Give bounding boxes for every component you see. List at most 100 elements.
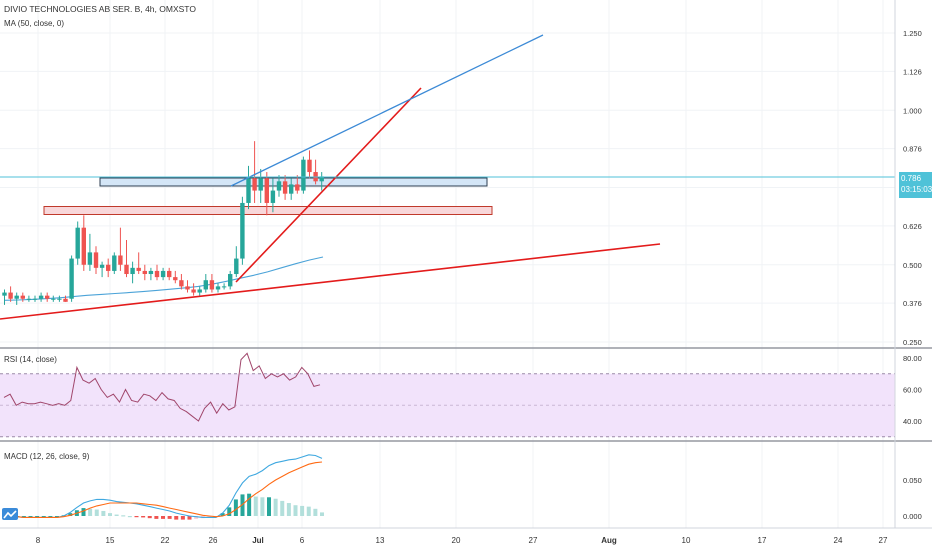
candle-body — [258, 178, 263, 191]
candle-body — [246, 178, 251, 203]
bull-candle — [276, 175, 282, 197]
candle-body — [191, 289, 196, 293]
candle-body — [276, 181, 282, 191]
bear-candle — [209, 274, 215, 293]
candle-body — [14, 295, 19, 299]
bull-candle — [69, 255, 74, 302]
time-tick-label: Aug — [601, 536, 617, 545]
macd-tick-label: 0.000 — [903, 512, 922, 521]
bear-candle — [167, 267, 172, 281]
time-tick-label: 20 — [452, 536, 461, 545]
candle-body — [221, 286, 227, 288]
bull-candle — [51, 295, 56, 302]
macd-histogram-bar — [41, 516, 46, 518]
time-tick-label: 24 — [834, 536, 843, 545]
macd-histogram-bar — [220, 513, 225, 516]
bear-candle — [8, 286, 13, 302]
support-zone — [43, 206, 493, 215]
price-pane[interactable] — [0, 34, 895, 320]
candle-body — [93, 252, 99, 268]
resistance-trendline — [230, 34, 544, 187]
bear-candle — [191, 283, 196, 296]
candle-body — [203, 280, 208, 290]
candle-body — [240, 202, 245, 259]
macd-histogram-bar — [300, 505, 305, 516]
bear-candle — [136, 252, 141, 275]
candle-body — [173, 277, 178, 281]
bear-candle — [63, 295, 68, 302]
bear-candle — [118, 227, 123, 271]
candle-body — [319, 176, 324, 182]
macd-histogram-bar — [161, 516, 165, 519]
bear-candle — [179, 274, 184, 290]
macd-histogram-bar — [101, 510, 106, 516]
bull-candle — [38, 292, 44, 302]
grid — [0, 0, 895, 528]
candle-body — [307, 159, 312, 173]
bull-candle — [2, 289, 7, 305]
bull-candle — [112, 252, 117, 275]
time-tick-label: 15 — [106, 536, 115, 545]
macd-indicator-label[interactable]: MACD (12, 26, close, 9) — [4, 452, 90, 461]
macd-histogram-bar — [267, 497, 271, 516]
time-tick-label: 27 — [529, 536, 538, 545]
signal-line — [4, 461, 323, 518]
macd-histogram-bar — [55, 516, 59, 518]
current-price-badge: 0.786 03:15:03 — [899, 172, 932, 198]
ma-indicator-label[interactable]: MA (50, close, 0) — [4, 19, 65, 28]
bull-candle — [270, 178, 276, 213]
macd-histogram-bar — [320, 512, 324, 516]
candle-body — [228, 274, 233, 287]
bear-candle — [142, 264, 147, 281]
price-tick-label: 0.500 — [903, 261, 922, 270]
candle-body — [215, 286, 221, 290]
candle-body — [20, 295, 25, 299]
bull-candle — [197, 286, 202, 296]
rsi-tick-label: 40.00 — [903, 417, 922, 426]
bull-candle — [130, 261, 135, 284]
candle-body — [282, 181, 288, 194]
macd-pane[interactable] — [2, 454, 324, 520]
bear-candle — [307, 150, 312, 179]
candle-body — [167, 270, 172, 278]
bull-candle — [221, 283, 227, 290]
bull-candle — [99, 261, 105, 278]
time-tick-label: 10 — [682, 536, 691, 545]
bull-candle — [289, 178, 294, 200]
candle-body — [148, 270, 154, 275]
candle-body — [51, 298, 56, 300]
candle-body — [142, 270, 147, 275]
bull-candle — [258, 168, 263, 203]
time-tick-label: 27 — [879, 536, 888, 545]
bull-candle — [215, 283, 221, 293]
candle-body — [234, 258, 239, 275]
bull-candle — [234, 246, 239, 278]
macd-histogram-bar — [81, 508, 86, 516]
macd-histogram-bar — [28, 516, 33, 518]
macd-histogram-bar — [260, 497, 265, 516]
macd-histogram-bar — [94, 509, 99, 516]
rsi-line — [3, 352, 321, 422]
bear-candle — [264, 172, 269, 216]
macd-histogram-bar — [108, 513, 112, 516]
macd-histogram-bar — [174, 516, 179, 520]
current-price-value: 0.786 — [901, 174, 922, 183]
macd-histogram-bar — [147, 516, 152, 519]
candle-body — [124, 264, 129, 275]
macd-histogram-bar — [68, 513, 73, 516]
macd-histogram-bar — [240, 494, 245, 516]
macd-histogram-bar — [35, 516, 40, 518]
candle-body — [106, 264, 111, 271]
rsi-pane[interactable] — [0, 352, 895, 438]
bear-candle — [93, 246, 99, 275]
bull-candle — [26, 295, 32, 302]
candle-body — [112, 255, 117, 271]
tradingview-logo-icon[interactable] — [2, 508, 18, 520]
bull-candle — [14, 292, 19, 305]
candle-body — [289, 184, 294, 194]
rsi-indicator-label[interactable]: RSI (14, close) — [4, 355, 57, 364]
macd-histogram-bar — [273, 498, 278, 516]
bear-candle — [45, 292, 50, 302]
